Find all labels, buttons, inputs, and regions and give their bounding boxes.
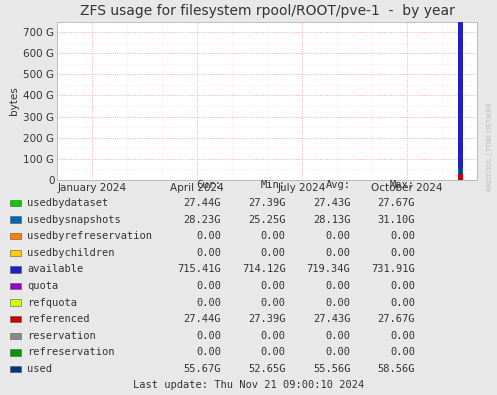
Text: 27.67G: 27.67G (378, 198, 415, 208)
Text: 25.25G: 25.25G (248, 214, 286, 225)
Text: 0.00: 0.00 (390, 248, 415, 258)
Text: Max:: Max: (390, 180, 415, 190)
Text: 719.34G: 719.34G (307, 264, 350, 275)
Text: 0.00: 0.00 (390, 347, 415, 357)
Text: used: used (27, 364, 52, 374)
Text: available: available (27, 264, 83, 275)
Text: Avg:: Avg: (326, 180, 350, 190)
Text: usedbyrefreservation: usedbyrefreservation (27, 231, 153, 241)
Text: usedbychildren: usedbychildren (27, 248, 115, 258)
Text: Last update: Thu Nov 21 09:00:10 2024: Last update: Thu Nov 21 09:00:10 2024 (133, 380, 364, 390)
Text: 0.00: 0.00 (261, 231, 286, 241)
Title: ZFS usage for filesystem rpool/ROOT/pve-1  -  by year: ZFS usage for filesystem rpool/ROOT/pve-… (80, 4, 455, 18)
Text: 0.00: 0.00 (196, 297, 221, 308)
Text: 27.39G: 27.39G (248, 198, 286, 208)
Text: 0.00: 0.00 (196, 347, 221, 357)
Text: reservation: reservation (27, 331, 96, 341)
Text: 0.00: 0.00 (196, 231, 221, 241)
Text: refreservation: refreservation (27, 347, 115, 357)
Text: 0.00: 0.00 (390, 331, 415, 341)
Text: 0.00: 0.00 (390, 281, 415, 291)
Text: 731.91G: 731.91G (371, 264, 415, 275)
Text: 0.00: 0.00 (261, 331, 286, 341)
Text: refquota: refquota (27, 297, 78, 308)
Text: 52.65G: 52.65G (248, 364, 286, 374)
Text: 58.56G: 58.56G (378, 364, 415, 374)
Bar (458, 168, 463, 174)
Bar (458, 174, 463, 180)
Text: 27.39G: 27.39G (248, 314, 286, 324)
Bar (459, 168, 462, 180)
Text: 28.23G: 28.23G (184, 214, 221, 225)
Text: 28.13G: 28.13G (313, 214, 350, 225)
Text: 27.67G: 27.67G (378, 314, 415, 324)
Text: 27.44G: 27.44G (184, 198, 221, 208)
Text: 55.67G: 55.67G (184, 364, 221, 374)
Text: 0.00: 0.00 (326, 347, 350, 357)
Text: 0.00: 0.00 (261, 248, 286, 258)
Text: 0.00: 0.00 (196, 331, 221, 341)
Bar (458, 174, 463, 180)
Text: 715.41G: 715.41G (177, 264, 221, 275)
Text: 0.00: 0.00 (261, 281, 286, 291)
Bar (458, 17, 463, 168)
Text: 27.44G: 27.44G (184, 314, 221, 324)
Text: 0.00: 0.00 (390, 297, 415, 308)
Text: quota: quota (27, 281, 59, 291)
Text: 0.00: 0.00 (196, 281, 221, 291)
Text: 0.00: 0.00 (326, 231, 350, 241)
Text: 0.00: 0.00 (196, 248, 221, 258)
Text: Cur:: Cur: (196, 180, 221, 190)
Text: 0.00: 0.00 (326, 281, 350, 291)
Text: 55.56G: 55.56G (313, 364, 350, 374)
Text: referenced: referenced (27, 314, 90, 324)
Text: 27.43G: 27.43G (313, 198, 350, 208)
Text: Min:: Min: (261, 180, 286, 190)
Text: 0.00: 0.00 (326, 297, 350, 308)
Y-axis label: bytes: bytes (9, 87, 19, 115)
Text: 0.00: 0.00 (326, 331, 350, 341)
Text: 0.00: 0.00 (261, 297, 286, 308)
Text: 31.10G: 31.10G (378, 214, 415, 225)
Text: 0.00: 0.00 (390, 231, 415, 241)
Text: usedbysnapshots: usedbysnapshots (27, 214, 121, 225)
Text: 0.00: 0.00 (261, 347, 286, 357)
Text: 714.12G: 714.12G (242, 264, 286, 275)
Text: RRDTOOL / TOBI OETIKER: RRDTOOL / TOBI OETIKER (487, 102, 493, 190)
Text: usedbydataset: usedbydataset (27, 198, 108, 208)
Text: 0.00: 0.00 (326, 248, 350, 258)
Text: 27.43G: 27.43G (313, 314, 350, 324)
